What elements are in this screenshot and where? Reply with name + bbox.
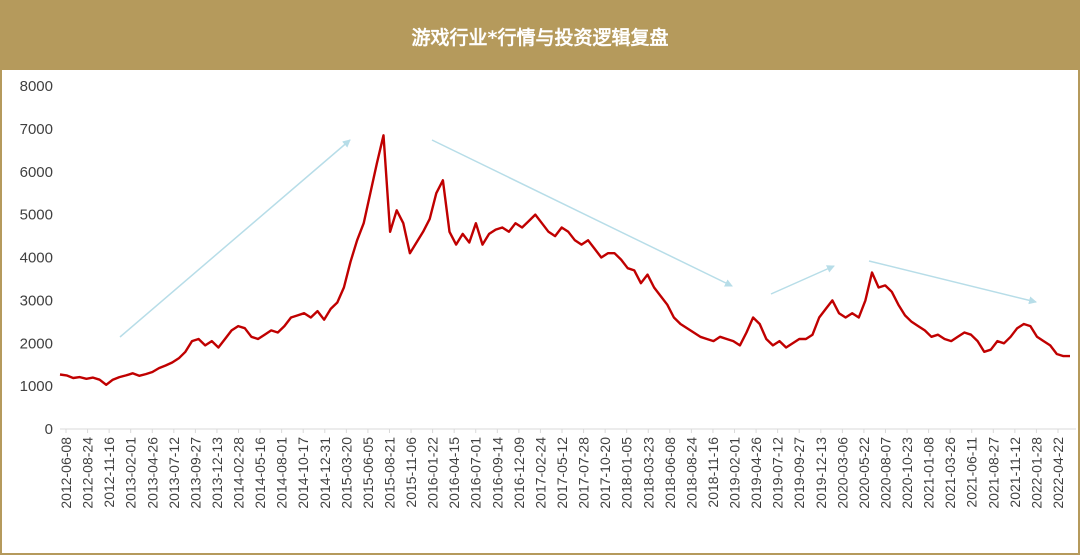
x-tick-label: 2021-01-08	[921, 437, 937, 509]
x-tick-label: 2021-08-27	[985, 437, 1001, 509]
x-tick-label: 2013-04-26	[144, 437, 160, 509]
trend-arrows	[119, 139, 1037, 338]
x-tick-label: 2017-05-12	[554, 437, 570, 509]
series-line	[59, 134, 1070, 386]
x-tick-label: 2022-01-28	[1028, 437, 1044, 509]
x-tick-label: 2018-01-05	[619, 437, 635, 509]
x-tick-label: 2015-06-05	[360, 437, 376, 509]
x-tick-label: 2018-08-24	[683, 437, 699, 509]
trend-arrow-up-2	[770, 265, 835, 295]
x-tick-label: 2019-04-26	[748, 437, 764, 509]
x-tick-label: 2021-11-12	[1007, 437, 1023, 508]
x-tick-label: 2015-11-06	[403, 437, 419, 508]
y-tick-label: 4000	[20, 250, 53, 267]
y-tick-label: 7000	[20, 121, 53, 138]
x-tick-label: 2016-07-01	[468, 437, 484, 509]
y-tick-label: 3000	[20, 292, 53, 309]
y-tick-label: 5000	[20, 207, 53, 224]
x-tick-label: 2021-06-11	[964, 437, 980, 508]
x-tick-label: 2014-12-31	[317, 437, 333, 509]
x-tick-label: 2012-08-24	[80, 437, 96, 509]
x-tick-label: 2019-12-13	[813, 437, 829, 509]
y-tick-label: 0	[45, 421, 53, 438]
x-tick-label: 2018-06-08	[662, 437, 678, 509]
x-tick-label: 2013-07-12	[166, 437, 182, 509]
x-tick-label: 2020-10-23	[899, 437, 915, 509]
x-tick-label: 2019-07-12	[770, 437, 786, 509]
x-tick-label: 2018-03-23	[640, 437, 656, 509]
x-tick-label: 2015-03-20	[338, 437, 354, 509]
x-tick-label: 2020-08-07	[877, 437, 893, 509]
y-axis: 0 1000 2000 3000 4000 5000 6000 7000 8000	[20, 78, 53, 438]
x-tick-label: 2021-03-26	[942, 437, 958, 509]
title-banner	[0, 0, 1080, 70]
y-tick-label: 2000	[20, 335, 53, 352]
x-tick-label: 2016-01-22	[425, 437, 441, 509]
x-tick-label: 2013-12-13	[209, 437, 225, 509]
x-tick-label: 2016-12-09	[511, 437, 527, 509]
x-tick-label: 2017-07-28	[576, 437, 592, 509]
x-tick-label: 2019-09-27	[791, 437, 807, 509]
x-tick-label: 2017-10-20	[597, 437, 613, 509]
x-tick-label: 2019-02-01	[727, 437, 743, 509]
x-tick-label: 2014-10-17	[295, 437, 311, 509]
x-tick-label: 2014-08-01	[274, 437, 290, 509]
x-tick-label: 2020-03-06	[834, 437, 850, 509]
x-tick-label: 2017-02-24	[532, 437, 548, 509]
y-tick-label: 1000	[20, 378, 53, 395]
trend-arrow-up-1	[119, 139, 351, 338]
x-tick-label: 2012-11-16	[101, 437, 117, 508]
x-tick-label: 2013-09-27	[187, 437, 203, 509]
x-tick-label: 2022-04-22	[1050, 437, 1066, 509]
x-tick-label: 2012-06-08	[58, 437, 74, 509]
x-axis: 2012-06-08 2012-08-24 2012-11-16 2013-02-01…	[58, 429, 1066, 509]
x-tick-label: 2015-08-21	[381, 437, 397, 509]
x-tick-label: 2016-04-15	[446, 437, 462, 509]
x-tick-label: 2020-05-22	[856, 437, 872, 509]
x-tick-label: 2014-02-28	[231, 437, 247, 509]
x-tick-label: 2013-02-01	[123, 437, 139, 509]
trend-arrow-down-2	[868, 260, 1037, 305]
chart-title: 游戏行业*行情与投资逻辑复盘	[411, 27, 669, 49]
trend-arrow-down-1	[431, 139, 733, 287]
y-tick-label: 8000	[20, 78, 53, 95]
y-tick-label: 6000	[20, 164, 53, 181]
x-tick-label: 2018-11-16	[705, 437, 721, 508]
x-tick-label: 2016-09-14	[489, 437, 505, 509]
x-tick-label: 2014-05-16	[252, 437, 268, 509]
